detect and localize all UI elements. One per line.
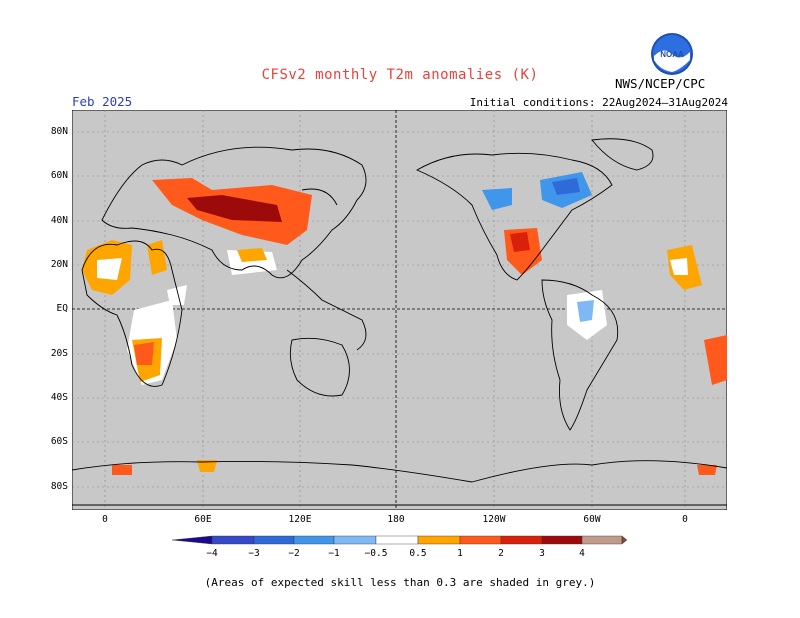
colorbar-cell-3 <box>293 535 335 545</box>
forecast-month: Feb 2025 <box>72 94 133 109</box>
colorbar-cell-0 <box>172 535 213 545</box>
colorbar-label-3: −1 <box>328 548 340 559</box>
map-frame <box>72 110 727 510</box>
colorbar-cell-4 <box>333 535 377 545</box>
colorbar-label-4: −0.5 <box>365 548 388 559</box>
colorbar-label-0: −4 <box>206 548 218 559</box>
y-tick-3: 20N <box>50 259 68 270</box>
colorbar: −4 −3 −2 −1 −0.5 0.5 1 2 3 4 <box>172 535 627 559</box>
coastlines <box>72 138 727 506</box>
colorbar-label-2: −2 <box>288 548 299 559</box>
x-tick-3: 180 <box>387 514 405 525</box>
map-title: CFSv2 monthly T2m anomalies (K) <box>261 67 539 83</box>
colorbar-cell-9 <box>541 535 583 545</box>
colorbar-cell-8 <box>500 535 543 545</box>
noaa-logo-icon: NOAA <box>651 33 693 75</box>
y-tick-2: 40N <box>50 215 68 226</box>
x-tick-2: 120E <box>288 514 312 525</box>
initial-conditions: Initial conditions: 22Aug2024–31Aug2024 <box>469 96 728 109</box>
colorbar-cell-7 <box>459 535 502 545</box>
y-tick-7: 60S <box>50 436 68 447</box>
footnote: (Areas of expected skill less than 0.3 a… <box>204 576 596 589</box>
x-tick-0: 0 <box>102 514 108 525</box>
colorbar-cell-5 <box>375 535 419 545</box>
y-tick-6: 40S <box>50 392 68 403</box>
y-tick-8: 80S <box>50 481 68 492</box>
colorbar-cell-2 <box>253 535 295 545</box>
colorbar-label-5: 0.5 <box>409 548 426 559</box>
x-tick-4: 120W <box>482 514 506 525</box>
y-tick-0: 80N <box>50 126 68 137</box>
world-anomaly-map <box>72 110 727 510</box>
y-tick-1: 60N <box>50 170 68 181</box>
colorbar-label-1: −3 <box>248 548 259 559</box>
noaa-logo-text: NOAA <box>660 50 684 59</box>
colorbar-cell-11 <box>621 535 627 545</box>
y-tick-4: EQ <box>56 303 68 314</box>
x-tick-6: 0 <box>682 514 688 525</box>
y-tick-5: 20S <box>50 348 68 359</box>
x-tick-1: 60E <box>194 514 212 525</box>
colorbar-label-6: 1 <box>457 548 463 559</box>
colorbar-cell-6 <box>417 535 461 545</box>
colorbar-label-7: 2 <box>498 548 504 559</box>
anomaly-fields <box>82 172 727 475</box>
colorbar-label-9: 4 <box>579 548 585 559</box>
x-tick-5: 60W <box>583 514 601 525</box>
colorbar-label-8: 3 <box>539 548 545 559</box>
agency-label: NWS/NCEP/CPC <box>615 76 706 91</box>
colorbar-cell-1 <box>211 535 255 545</box>
colorbar-cell-10 <box>581 535 623 545</box>
